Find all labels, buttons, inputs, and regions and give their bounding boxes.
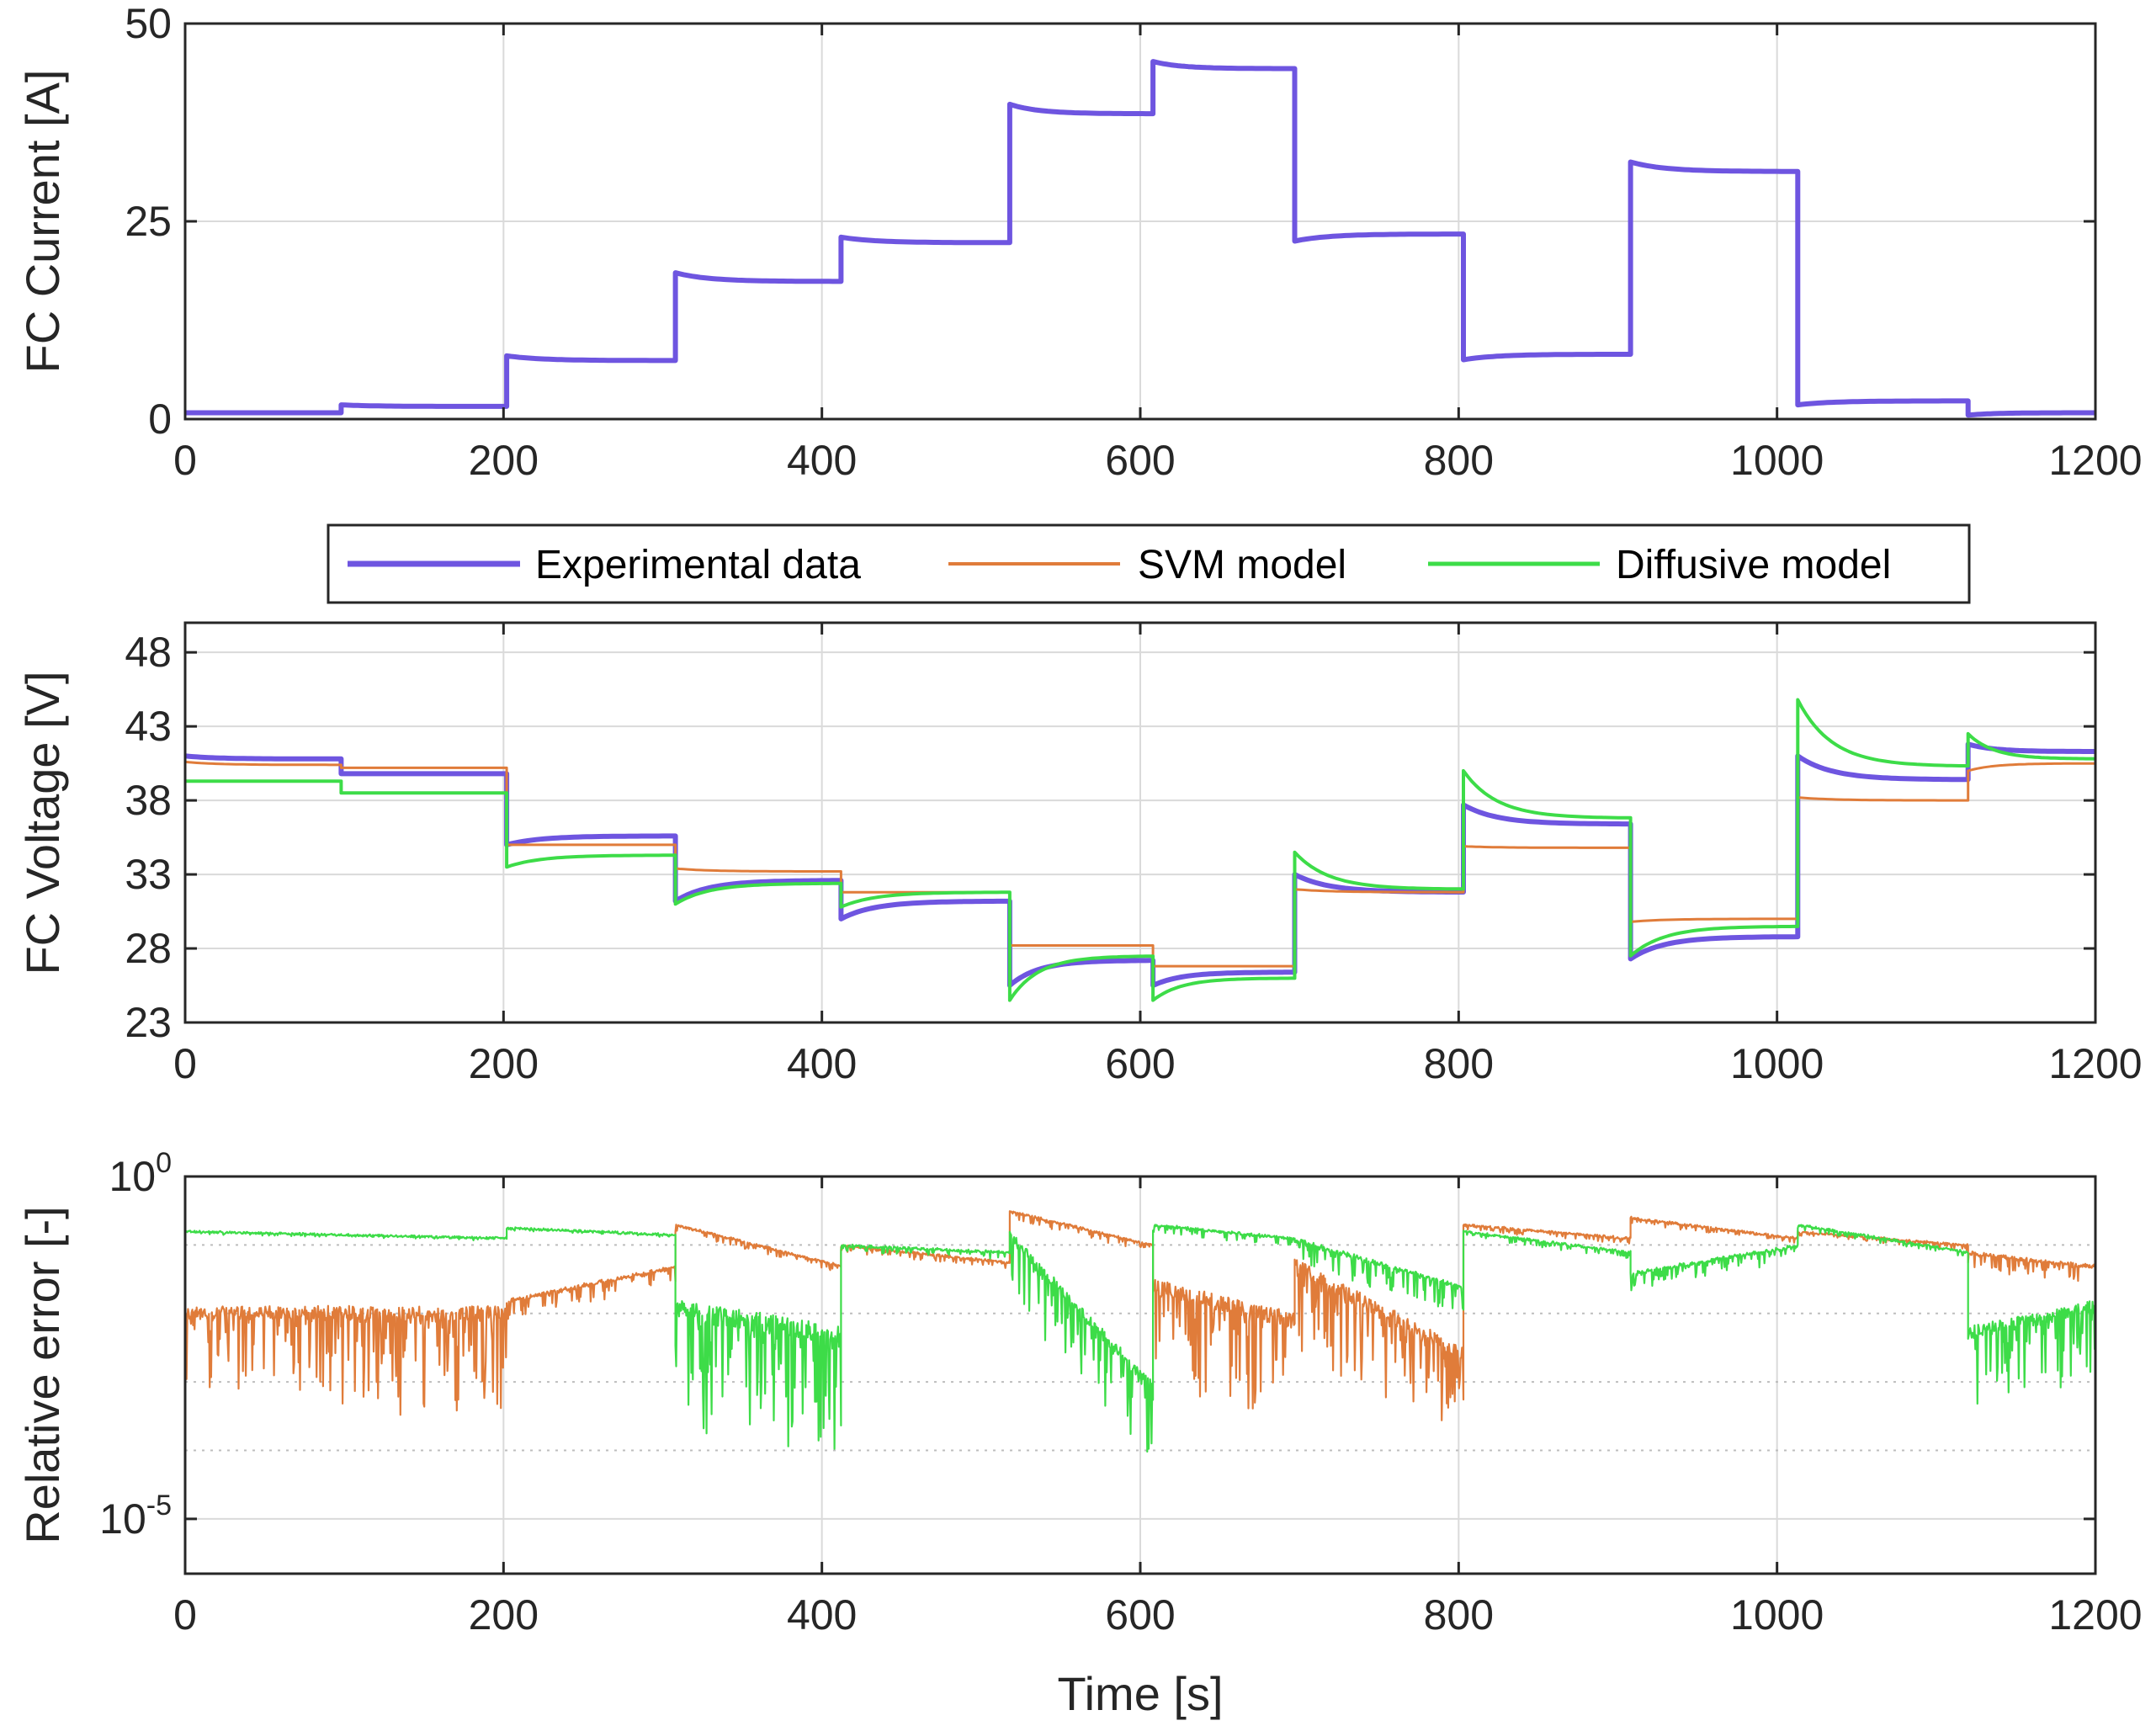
- legend: Experimental data SVM model Diffusive mo…: [327, 523, 1971, 604]
- error-panel: 0 200 400 600 800 1000 1200 100 10-5 Relative er…: [16, 1147, 2143, 1720]
- voltage-ticks: 0 200 400 600 800 1000 1200 23 28 33 38 43 48: [125, 623, 2143, 1087]
- current-xtick-label: 200: [469, 437, 539, 484]
- voltage-xtick-label: 200: [469, 1040, 539, 1087]
- current-lines: [185, 59, 2095, 418]
- error-ytick-label: 100: [109, 1147, 172, 1200]
- current-xtick-label: 1200: [2048, 437, 2142, 484]
- legend-label-svm: SVM model: [1138, 543, 1346, 587]
- error-ylabel: Relative error [-]: [16, 1206, 69, 1543]
- current-xtick-label: 400: [787, 437, 857, 484]
- current-xtick-label: 600: [1105, 437, 1175, 484]
- error-ytick-label: 10-5: [99, 1490, 172, 1543]
- error-series-diffusive: [184, 1224, 2097, 1453]
- error-ticks: 0 200 400 600 800 1000 1200 100 10-5: [99, 1147, 2142, 1638]
- voltage-xtick-label: 600: [1105, 1040, 1175, 1087]
- current-grid: [185, 24, 2095, 419]
- voltage-xtick-label: 1200: [2048, 1040, 2142, 1087]
- current-series-experimental: [185, 59, 2095, 418]
- current-panel: 0 200 400 600 800 1000 1200 0 25 50 FC Current [A…: [16, 0, 2143, 484]
- current-ticks: 0 200 400 600 800 1000 1200 0 25 50: [125, 0, 2142, 484]
- voltage-ytick-label: 48: [125, 629, 172, 676]
- voltage-ytick-label: 23: [125, 999, 172, 1046]
- voltage-ytick-label: 28: [125, 925, 172, 972]
- legend-label-experimental: Experimental data: [535, 543, 861, 587]
- current-ytick-label: 25: [125, 198, 172, 245]
- voltage-series-diffusive: [185, 698, 2096, 1002]
- voltage-panel: 0 200 400 600 800 1000 1200 23 28 33 38 43 48 FC Vol…: [16, 621, 2143, 1087]
- voltage-xtick-label: 400: [787, 1040, 857, 1087]
- current-xtick-label: 800: [1424, 437, 1494, 484]
- legend-box: [327, 523, 1971, 604]
- voltage-xtick-label: 1000: [1730, 1040, 1824, 1087]
- voltage-ytick-label: 38: [125, 777, 172, 824]
- error-xlabel: Time [s]: [1057, 1667, 1223, 1720]
- current-ylabel: FC Current [A]: [16, 70, 69, 374]
- error-xtick-label: 0: [173, 1591, 197, 1638]
- voltage-xtick-label: 800: [1424, 1040, 1494, 1087]
- error-xtick-label: 1200: [2048, 1591, 2142, 1638]
- voltage-xtick-label: 0: [173, 1040, 197, 1087]
- error-xtick-label: 600: [1105, 1591, 1175, 1638]
- current-ytick-label: 50: [125, 0, 172, 47]
- voltage-ytick-label: 43: [125, 703, 172, 750]
- error-series-svm: [183, 1210, 2096, 1421]
- error-xtick-label: 800: [1424, 1591, 1494, 1638]
- voltage-ytick-label: 33: [125, 851, 172, 898]
- error-xtick-label: 400: [787, 1591, 857, 1638]
- legend-label-diffusive: Diffusive model: [1616, 543, 1891, 587]
- current-xtick-label: 0: [173, 437, 197, 484]
- voltage-grid: [185, 623, 2095, 1022]
- error-lines: [183, 1210, 2097, 1453]
- voltage-ylabel: FC Voltage [V]: [16, 671, 69, 975]
- current-ytick-label: 0: [148, 396, 172, 443]
- error-xtick-label: 200: [469, 1591, 539, 1638]
- current-xtick-label: 1000: [1730, 437, 1824, 484]
- voltage-lines: [184, 698, 2096, 1002]
- error-xtick-label: 1000: [1730, 1591, 1824, 1638]
